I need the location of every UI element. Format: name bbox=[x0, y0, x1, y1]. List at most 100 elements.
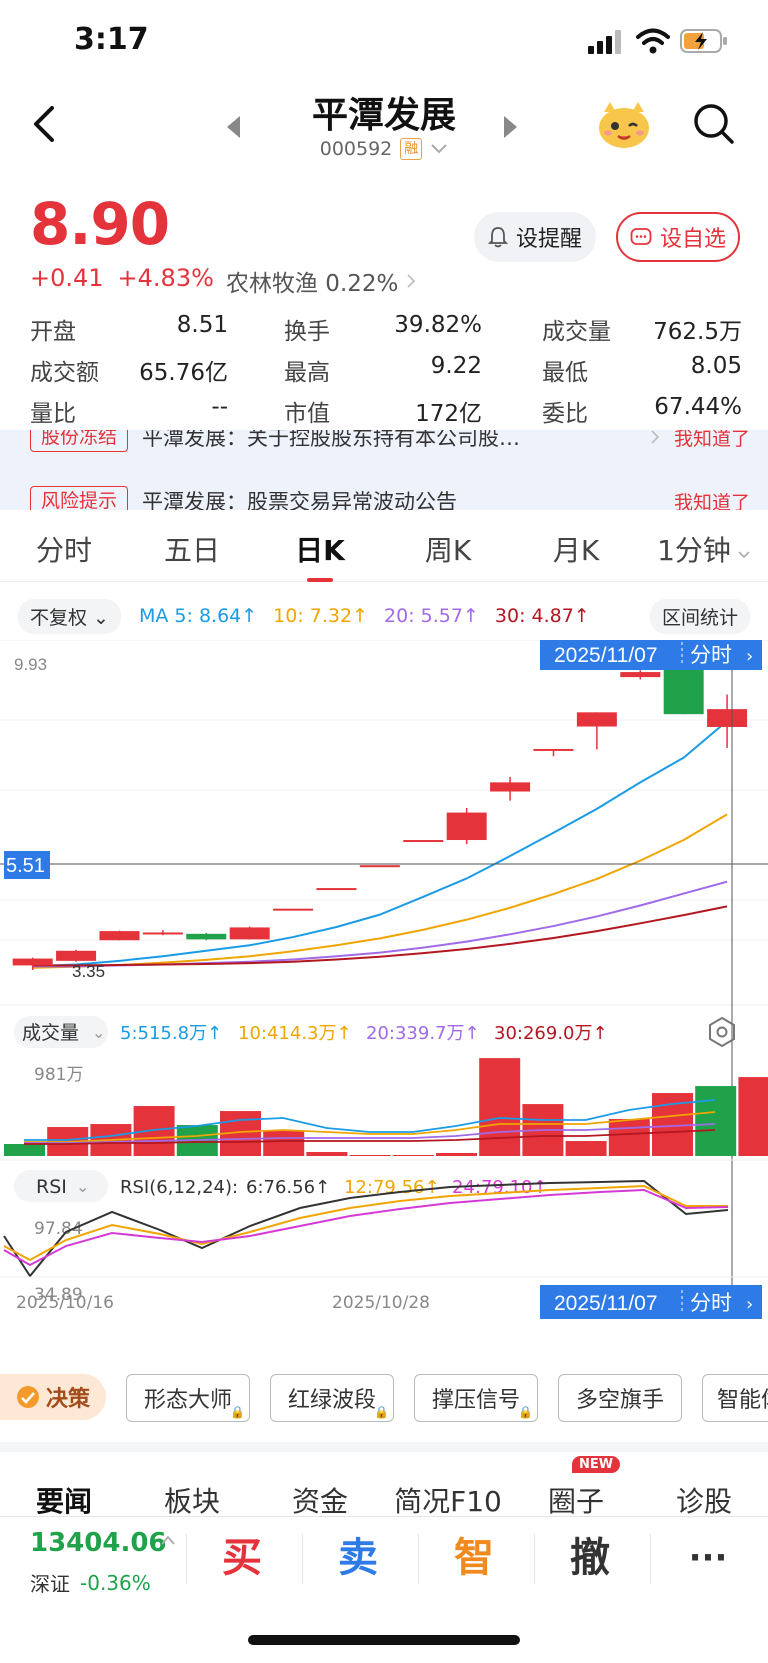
fenshi-link-bottom[interactable]: 分时 bbox=[690, 1291, 732, 1315]
tab-daily-k[interactable]: 日K bbox=[256, 520, 384, 582]
more-button[interactable]: ··· bbox=[688, 1538, 728, 1578]
chevron-up-icon[interactable] bbox=[160, 1534, 176, 1546]
ma20-line bbox=[32, 880, 728, 968]
price-change-pct: +4.83% bbox=[117, 264, 214, 292]
mascot-icon[interactable] bbox=[596, 98, 652, 150]
tab-one-minute[interactable]: 1分钟 bbox=[640, 520, 768, 582]
back-icon[interactable] bbox=[30, 104, 58, 144]
current-price: 8.90 bbox=[30, 190, 170, 258]
price-grid bbox=[0, 719, 768, 941]
stat-label: 换手 bbox=[284, 318, 330, 345]
adjust-select[interactable]: 不复权 ⌄ bbox=[18, 598, 121, 634]
tab-sector[interactable]: 板块 bbox=[163, 1485, 220, 1518]
volume-select[interactable] bbox=[14, 1016, 108, 1048]
volume-label: 成交量 bbox=[22, 1022, 79, 1044]
strategy-label: 红绿波段 bbox=[287, 1388, 376, 1413]
stat-value: 67.44% bbox=[654, 393, 742, 420]
period-tabs: 分时 五日 日K 周K 月K 1分钟 bbox=[0, 520, 768, 582]
strategy-label: 多空旗手 bbox=[575, 1388, 664, 1413]
strategy-pattern-master[interactable]: 形态大师 🔒 bbox=[126, 1374, 250, 1422]
ma5-line bbox=[32, 720, 728, 968]
ma30-label: 30: 4.87↑ bbox=[494, 605, 590, 627]
sell-button[interactable]: 卖 bbox=[338, 1535, 378, 1581]
stats-row: 开盘 8.51 换手 39.82% 成交量 762.5万 bbox=[30, 308, 742, 349]
stat-value: 65.76亿 bbox=[139, 359, 228, 386]
tab-diagnose[interactable]: 诊股 bbox=[675, 1485, 732, 1518]
tab-news[interactable]: 要闻 bbox=[35, 1485, 92, 1518]
strategy-agent[interactable]: 智能体 bbox=[702, 1374, 768, 1422]
notice-item[interactable]: 股份冻结 平潭发展：关于控股股东持有本公司股… 我知道了 bbox=[30, 430, 750, 452]
lock-icon: 🔒 bbox=[230, 1405, 245, 1419]
index-value[interactable]: 13404.06 bbox=[30, 1528, 167, 1558]
rsi-lines bbox=[3, 1179, 729, 1278]
rsi-6: 6:76.56↑ bbox=[246, 1177, 330, 1198]
set-alert-label: 设提醒 bbox=[515, 227, 582, 252]
candle bbox=[99, 931, 140, 941]
price-min-label: 3.35 bbox=[72, 962, 105, 981]
quote-stats: 开盘 8.51 换手 39.82% 成交量 762.5万 成交额 65.76亿 最高 9.… bbox=[30, 308, 742, 431]
search-icon[interactable] bbox=[692, 102, 736, 146]
industry-link[interactable]: 农林牧渔 0.22% bbox=[226, 264, 416, 298]
tab-community[interactable]: NEW 圈子 bbox=[512, 1456, 640, 1520]
volume-bar bbox=[695, 1086, 737, 1156]
strategy-long-short[interactable]: 多空旗手 bbox=[558, 1374, 682, 1422]
strategy-support-pressure[interactable]: 撑压信号 🔒 bbox=[414, 1374, 538, 1422]
crosshair-date-tag-bottom[interactable] bbox=[540, 1285, 762, 1319]
tab-f10[interactable]: 简况F10 bbox=[394, 1485, 502, 1518]
stat-label: 委比 bbox=[542, 400, 588, 427]
divider bbox=[302, 1534, 303, 1584]
notice-dismiss[interactable]: 我知道了 bbox=[673, 491, 750, 511]
add-favorite-label: 设自选 bbox=[659, 227, 726, 252]
chevron-down-icon: ⌄ bbox=[92, 1023, 105, 1042]
lock-icon: 🔒 bbox=[374, 1405, 389, 1419]
notice-strip: 股份冻结 平潭发展：关于控股股东持有本公司股… 我知道了 风险提示 平潭发展：股… bbox=[0, 430, 768, 510]
tab-one-minute-label: 1分钟 bbox=[657, 533, 731, 567]
volume-ma-line bbox=[24, 1111, 716, 1143]
tab-weekly-k[interactable]: 周K bbox=[424, 533, 472, 567]
strategy-row: 决策 形态大师🔒 红绿波段🔒 撑压信号🔒 多空旗手 智能体 bbox=[0, 1370, 768, 1426]
candle bbox=[490, 782, 531, 792]
interval-stats-button[interactable]: 区间统计 bbox=[649, 598, 750, 634]
vol-ma10: 10:414.3万↑ bbox=[238, 1023, 352, 1044]
buy-button[interactable]: 买 bbox=[222, 1535, 262, 1581]
fenshi-link[interactable]: 分时 bbox=[690, 643, 732, 667]
tab-community-label: 圈子 bbox=[547, 1485, 604, 1518]
candle bbox=[446, 812, 487, 841]
stat-label: 开盘 bbox=[30, 318, 76, 345]
smart-button[interactable]: 智 bbox=[454, 1535, 494, 1581]
rsi-select[interactable] bbox=[14, 1170, 108, 1202]
volume-bar bbox=[738, 1077, 768, 1156]
volume-ma-line bbox=[24, 1129, 716, 1145]
stock-code-row[interactable]: 000592 融 bbox=[0, 138, 768, 160]
tab-five-day[interactable]: 五日 bbox=[163, 533, 220, 567]
crosshair-date-tag[interactable] bbox=[540, 640, 762, 670]
tab-fenshi[interactable]: 分时 bbox=[35, 533, 92, 567]
prev-stock-icon[interactable] bbox=[224, 114, 244, 140]
ma10-line bbox=[32, 813, 728, 969]
stat-value: 762.5万 bbox=[653, 318, 742, 345]
ma-legend: 不复权 ⌄ MA 5: 8.64↑ 10: 7.32↑ 20: 5.57↑ 30… bbox=[0, 596, 768, 636]
tab-monthly-k[interactable]: 月K bbox=[552, 533, 600, 567]
stat-value: 8.05 bbox=[690, 352, 742, 379]
tab-funds[interactable]: 资金 bbox=[291, 1485, 348, 1518]
ma10-value: 10: 7.32 bbox=[273, 605, 353, 627]
notice-dismiss[interactable]: 我知道了 bbox=[673, 430, 750, 450]
decision-button[interactable]: 决策 bbox=[0, 1374, 106, 1420]
date-label-mid: 2025/10/28 bbox=[332, 1293, 430, 1313]
set-alert-button[interactable]: 设提醒 bbox=[474, 212, 596, 262]
stat-label: 成交量 bbox=[542, 318, 611, 345]
notice-item[interactable]: 风险提示 平潭发展：股票交易异常波动公告 我知道了 bbox=[30, 486, 750, 510]
next-stock-icon[interactable] bbox=[500, 114, 520, 140]
volume-ma-line bbox=[24, 1099, 716, 1141]
volume-bar bbox=[436, 1153, 477, 1156]
stat-label: 量比 bbox=[30, 400, 76, 427]
candle bbox=[576, 712, 617, 727]
kline-chart[interactable]: 9.93 3.35 5.51 2025/11/07 分时 › 成交量 ⌄ 5:5… bbox=[0, 640, 768, 1350]
crosshair-date-bottom: 2025/11/07 bbox=[554, 1292, 658, 1315]
candle bbox=[533, 748, 574, 751]
add-favorite-button[interactable]: 设自选 bbox=[616, 212, 740, 262]
cancel-order-button[interactable]: 撤 bbox=[570, 1535, 610, 1581]
candle bbox=[273, 908, 314, 911]
strategy-red-green-band[interactable]: 红绿波段 🔒 bbox=[270, 1374, 394, 1422]
settings-icon[interactable] bbox=[709, 1016, 735, 1048]
